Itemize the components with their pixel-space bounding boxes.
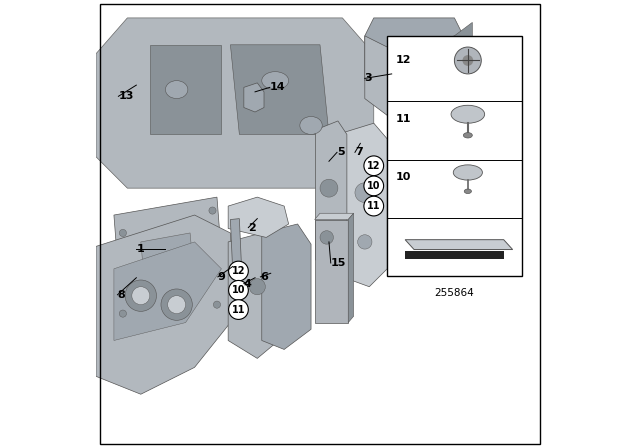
Polygon shape	[114, 197, 226, 332]
Polygon shape	[316, 121, 347, 269]
Circle shape	[132, 287, 150, 305]
Text: 6: 6	[260, 272, 268, 282]
Polygon shape	[315, 213, 353, 220]
Text: 11: 11	[396, 114, 411, 124]
Text: 7: 7	[355, 147, 363, 157]
Circle shape	[463, 55, 473, 66]
Circle shape	[213, 301, 221, 308]
Circle shape	[320, 179, 338, 197]
Circle shape	[228, 280, 248, 300]
Circle shape	[249, 279, 266, 295]
Polygon shape	[454, 22, 472, 99]
Polygon shape	[365, 18, 463, 99]
Text: 255864: 255864	[435, 288, 474, 297]
Ellipse shape	[453, 165, 483, 180]
Polygon shape	[228, 233, 284, 358]
Circle shape	[161, 289, 193, 320]
Polygon shape	[230, 45, 329, 134]
Polygon shape	[348, 213, 353, 323]
Text: 10: 10	[396, 172, 411, 182]
Circle shape	[364, 196, 383, 216]
Text: 12: 12	[396, 56, 411, 65]
Circle shape	[119, 229, 127, 237]
Polygon shape	[141, 233, 195, 291]
Circle shape	[168, 296, 186, 314]
Ellipse shape	[166, 81, 188, 99]
Text: 9: 9	[218, 272, 226, 282]
Polygon shape	[96, 18, 374, 188]
Circle shape	[209, 207, 216, 214]
Circle shape	[355, 183, 374, 202]
Text: 10: 10	[367, 181, 381, 191]
Text: 13: 13	[118, 91, 134, 101]
Text: 4: 4	[244, 279, 252, 289]
Text: 10: 10	[232, 285, 245, 295]
Circle shape	[228, 261, 248, 281]
Circle shape	[320, 231, 333, 244]
Polygon shape	[405, 240, 513, 250]
Ellipse shape	[451, 105, 484, 123]
Ellipse shape	[464, 189, 472, 194]
Text: 11: 11	[232, 305, 245, 314]
Polygon shape	[365, 36, 454, 125]
Circle shape	[358, 235, 372, 249]
Text: 2: 2	[248, 223, 256, 233]
Polygon shape	[244, 83, 264, 112]
Ellipse shape	[300, 116, 323, 134]
Polygon shape	[262, 224, 311, 349]
Text: 12: 12	[232, 266, 245, 276]
Ellipse shape	[262, 72, 289, 90]
Text: 14: 14	[270, 82, 285, 92]
Circle shape	[125, 280, 157, 311]
Text: 5: 5	[337, 147, 345, 157]
Text: 11: 11	[367, 201, 381, 211]
Text: 15: 15	[331, 258, 346, 268]
Polygon shape	[228, 197, 289, 237]
Text: 3: 3	[365, 73, 372, 83]
Circle shape	[119, 310, 127, 317]
Text: 8: 8	[118, 290, 125, 300]
Polygon shape	[150, 45, 221, 134]
Bar	[387, 36, 522, 276]
Circle shape	[228, 300, 248, 319]
Polygon shape	[114, 242, 221, 340]
Text: 1: 1	[136, 244, 144, 254]
Text: 12: 12	[367, 161, 381, 171]
Polygon shape	[230, 219, 242, 270]
Bar	[315, 220, 348, 323]
Ellipse shape	[463, 133, 472, 138]
Circle shape	[454, 47, 481, 74]
Bar	[405, 251, 504, 259]
Circle shape	[364, 156, 383, 176]
Circle shape	[364, 176, 383, 196]
Polygon shape	[345, 123, 387, 287]
Polygon shape	[96, 215, 230, 394]
